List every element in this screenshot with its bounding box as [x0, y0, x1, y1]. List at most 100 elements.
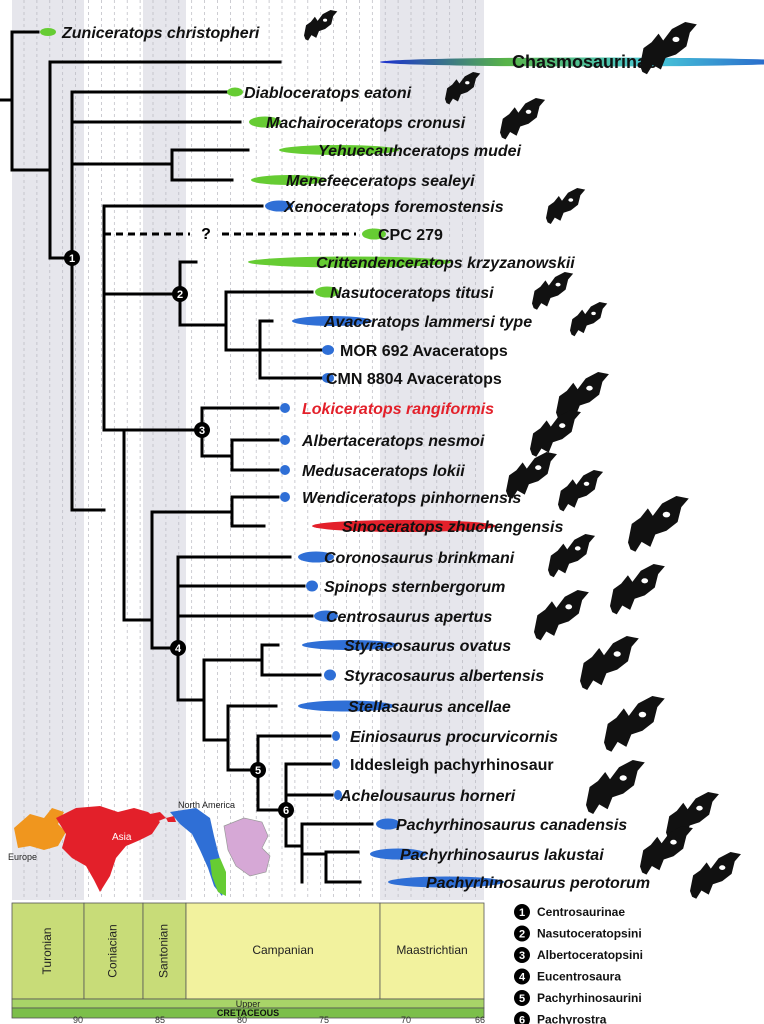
node-markers: 1 2 3 4 5 6 — [64, 250, 294, 818]
range-bar — [332, 731, 340, 741]
wendiceratops-skull-icon — [558, 470, 604, 512]
svg-text:1: 1 — [519, 907, 525, 919]
taxon-label: Iddesleigh pachyrhinosaur — [350, 757, 554, 774]
range-bar — [40, 28, 56, 36]
node-marker: 3 — [194, 422, 210, 438]
legend-item: 1 Centrosaurinae — [514, 904, 625, 920]
taxon-label: Stellasaurus ancellae — [348, 699, 511, 716]
range-bar — [280, 403, 290, 413]
taxon-label: Styracosaurus albertensis — [344, 668, 544, 685]
appalachia-landmass — [223, 817, 271, 877]
xenoceratops-skull-icon — [546, 188, 586, 224]
taxon-label: Einiosaurus procurvicornis — [350, 729, 558, 746]
taxon-label: Wendiceratops pinhornensis — [302, 490, 521, 507]
avaceratops-skull-icon — [570, 302, 608, 337]
range-bar — [302, 640, 398, 650]
range-bar — [280, 435, 290, 445]
taxon-label: Diabloceratops eatoni — [244, 85, 412, 102]
range-bar — [314, 610, 338, 622]
tick-label: 70 — [401, 1015, 411, 1024]
range-bar — [370, 848, 426, 860]
node-marker: 2 — [172, 286, 188, 302]
ceratopsian-skull-icon — [304, 10, 338, 41]
asia-label: Asia — [112, 832, 132, 843]
stage-label: Turonian — [40, 928, 54, 975]
clade-legend: 1 Centrosaurinae 2 Nasutoceratopsini 3 Albert… — [514, 904, 643, 1024]
node-marker: 6 — [278, 802, 294, 818]
taxon-label: Pachyrhinosaurus lakustai — [400, 847, 604, 864]
svg-text:Pachyrostra: Pachyrostra — [537, 1013, 607, 1024]
taxon-label: Xenoceratops foremostensis — [283, 199, 504, 216]
svg-text:Eucentrosaura: Eucentrosaura — [537, 970, 621, 984]
range-bar — [298, 551, 334, 563]
legend-item: 4 Eucentrosaura — [514, 968, 621, 985]
taxon-label: Pachyrhinosaurus canadensis — [396, 817, 627, 834]
taxon-label: Menefeeceratops sealeyi — [286, 173, 475, 190]
stage-label: Santonian — [157, 924, 171, 978]
range-bar — [298, 700, 394, 712]
range-bar — [362, 228, 386, 240]
taxon-label: Crittendenceratops krzyzanowskii — [316, 255, 575, 272]
svg-text:Albertoceratopsini: Albertoceratopsini — [537, 948, 643, 962]
stage-box — [11, 902, 85, 1000]
svg-text:6: 6 — [519, 1015, 525, 1024]
taxon-label: Styracosaurus ovatus — [344, 638, 511, 655]
stage-box — [142, 902, 187, 1000]
sinoceratops-skull-icon — [628, 496, 689, 552]
stratigraphic-ranges — [40, 28, 764, 888]
range-bar — [322, 345, 334, 355]
styracosaurus-skull-icon — [580, 636, 639, 690]
range-bar — [388, 876, 504, 888]
range-bar — [251, 175, 327, 185]
range-bar — [324, 669, 336, 681]
albertaceratops-skull-icon — [530, 410, 581, 457]
period-label: CRETACEOUS — [217, 1008, 279, 1018]
taxon-label: MOR 692 Avaceratops — [340, 343, 508, 360]
range-bar — [248, 256, 452, 268]
range-bar — [280, 492, 290, 502]
svg-text:3: 3 — [519, 950, 525, 962]
svg-text:5: 5 — [519, 993, 525, 1005]
tick-label: 85 — [155, 1015, 165, 1024]
range-bar — [312, 520, 496, 532]
node-marker: 5 — [250, 762, 266, 778]
tree-branches — [0, 30, 374, 884]
taxon-label: Albertaceratops nesmoi — [301, 433, 485, 450]
range-bar — [322, 373, 334, 383]
svg-text:1: 1 — [69, 253, 75, 265]
range-bar — [315, 286, 339, 298]
pachyrhinosaurus-perotorum-skull-icon — [690, 852, 741, 899]
achelousaurus-skull-icon — [586, 760, 645, 814]
tick-label: 66 — [475, 1015, 485, 1024]
taxon-label: Zuniceratops christopheri — [61, 25, 260, 42]
asia-landmass — [56, 806, 160, 892]
europe-label: Europe — [8, 852, 37, 862]
svg-text:5: 5 — [255, 765, 261, 777]
range-bar — [380, 57, 764, 67]
range-bar — [249, 116, 281, 128]
taxon-label: Centrosaurus apertus — [326, 609, 492, 626]
nasutoceratops-skull-icon — [532, 272, 574, 310]
diabloceratops-skull-icon — [445, 72, 481, 105]
taxon-label: Medusaceratops lokii — [302, 463, 465, 480]
stage-label: Coniacian — [106, 924, 120, 977]
svg-text:Centrosaurinae: Centrosaurinae — [537, 905, 625, 919]
medusaceratops-skull-icon — [506, 452, 557, 499]
asia-island — [150, 812, 166, 822]
range-bar — [292, 316, 372, 326]
coronosaurus-skull-icon — [548, 534, 596, 578]
palaeogeographic-map: Europe Asia North America — [8, 800, 271, 896]
range-bar — [332, 759, 340, 769]
uncertain-mark: ? — [201, 226, 211, 243]
epoch-label: Upper — [236, 999, 261, 1009]
tick-label: 75 — [319, 1015, 329, 1024]
asia-island — [166, 816, 176, 822]
pachyrhinosaurus-lakustai-skull-icon — [640, 826, 693, 875]
node-marker: 1 — [64, 250, 80, 266]
svg-text:2: 2 — [177, 289, 183, 301]
centrosaurus-skull-icon — [534, 590, 589, 641]
range-bar — [334, 790, 342, 800]
taxon-label: Spinops sternbergorum — [324, 579, 505, 596]
tick-label: 80 — [237, 1015, 247, 1024]
